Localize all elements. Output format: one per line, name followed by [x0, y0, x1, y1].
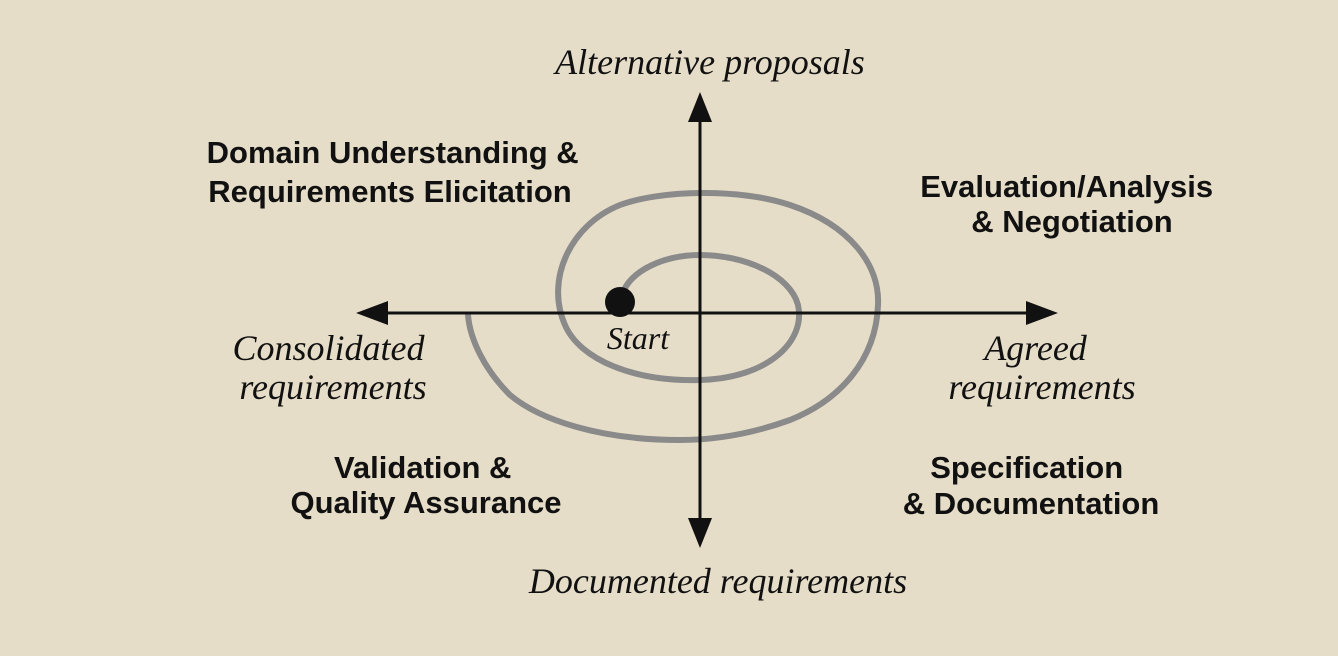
- phase-bottom-right-line-2: & Documentation: [903, 486, 1160, 521]
- axis-label-left-line-2: requirements: [239, 367, 426, 407]
- axis-label-right-line-2: requirements: [948, 367, 1135, 407]
- phase-bottom-left-line-2: Quality Assurance: [290, 485, 561, 520]
- axis-label-right: Agreed requirements: [948, 328, 1135, 407]
- axis-label-right-line-1: Agreed: [982, 328, 1088, 368]
- arrowhead-left: [356, 301, 388, 325]
- phase-top-right-line-2: & Negotiation: [971, 204, 1173, 239]
- axis-label-left-line-1: Consolidated: [232, 328, 425, 368]
- arrowhead-up: [688, 92, 712, 122]
- phase-bottom-left-line-1: Validation &: [334, 450, 511, 485]
- phase-label-top-right: Evaluation/Analysis & Negotiation: [920, 169, 1222, 239]
- phase-top-left-line-1: Domain Understanding &: [207, 135, 579, 170]
- phase-label-bottom-right: Specification & Documentation: [903, 450, 1160, 521]
- spiral-path: [465, 190, 882, 443]
- axis-label-left: Consolidated requirements: [232, 328, 433, 407]
- start-marker: [605, 287, 635, 317]
- phase-top-right-line-1: Evaluation/Analysis: [920, 169, 1213, 204]
- phase-top-left-line-2: Requirements Elicitation: [208, 174, 571, 209]
- axis-label-bottom: Documented requirements: [528, 561, 907, 601]
- phase-label-top-left: Domain Understanding & Requirements Elic…: [207, 135, 588, 209]
- axis-label-top: Alternative proposals: [553, 42, 865, 82]
- arrowhead-down: [688, 518, 712, 548]
- start-label: Start: [607, 320, 670, 356]
- phase-bottom-right-line-1: Specification: [930, 450, 1123, 485]
- phase-label-bottom-left: Validation & Quality Assurance: [290, 450, 561, 520]
- arrowhead-right: [1026, 301, 1058, 325]
